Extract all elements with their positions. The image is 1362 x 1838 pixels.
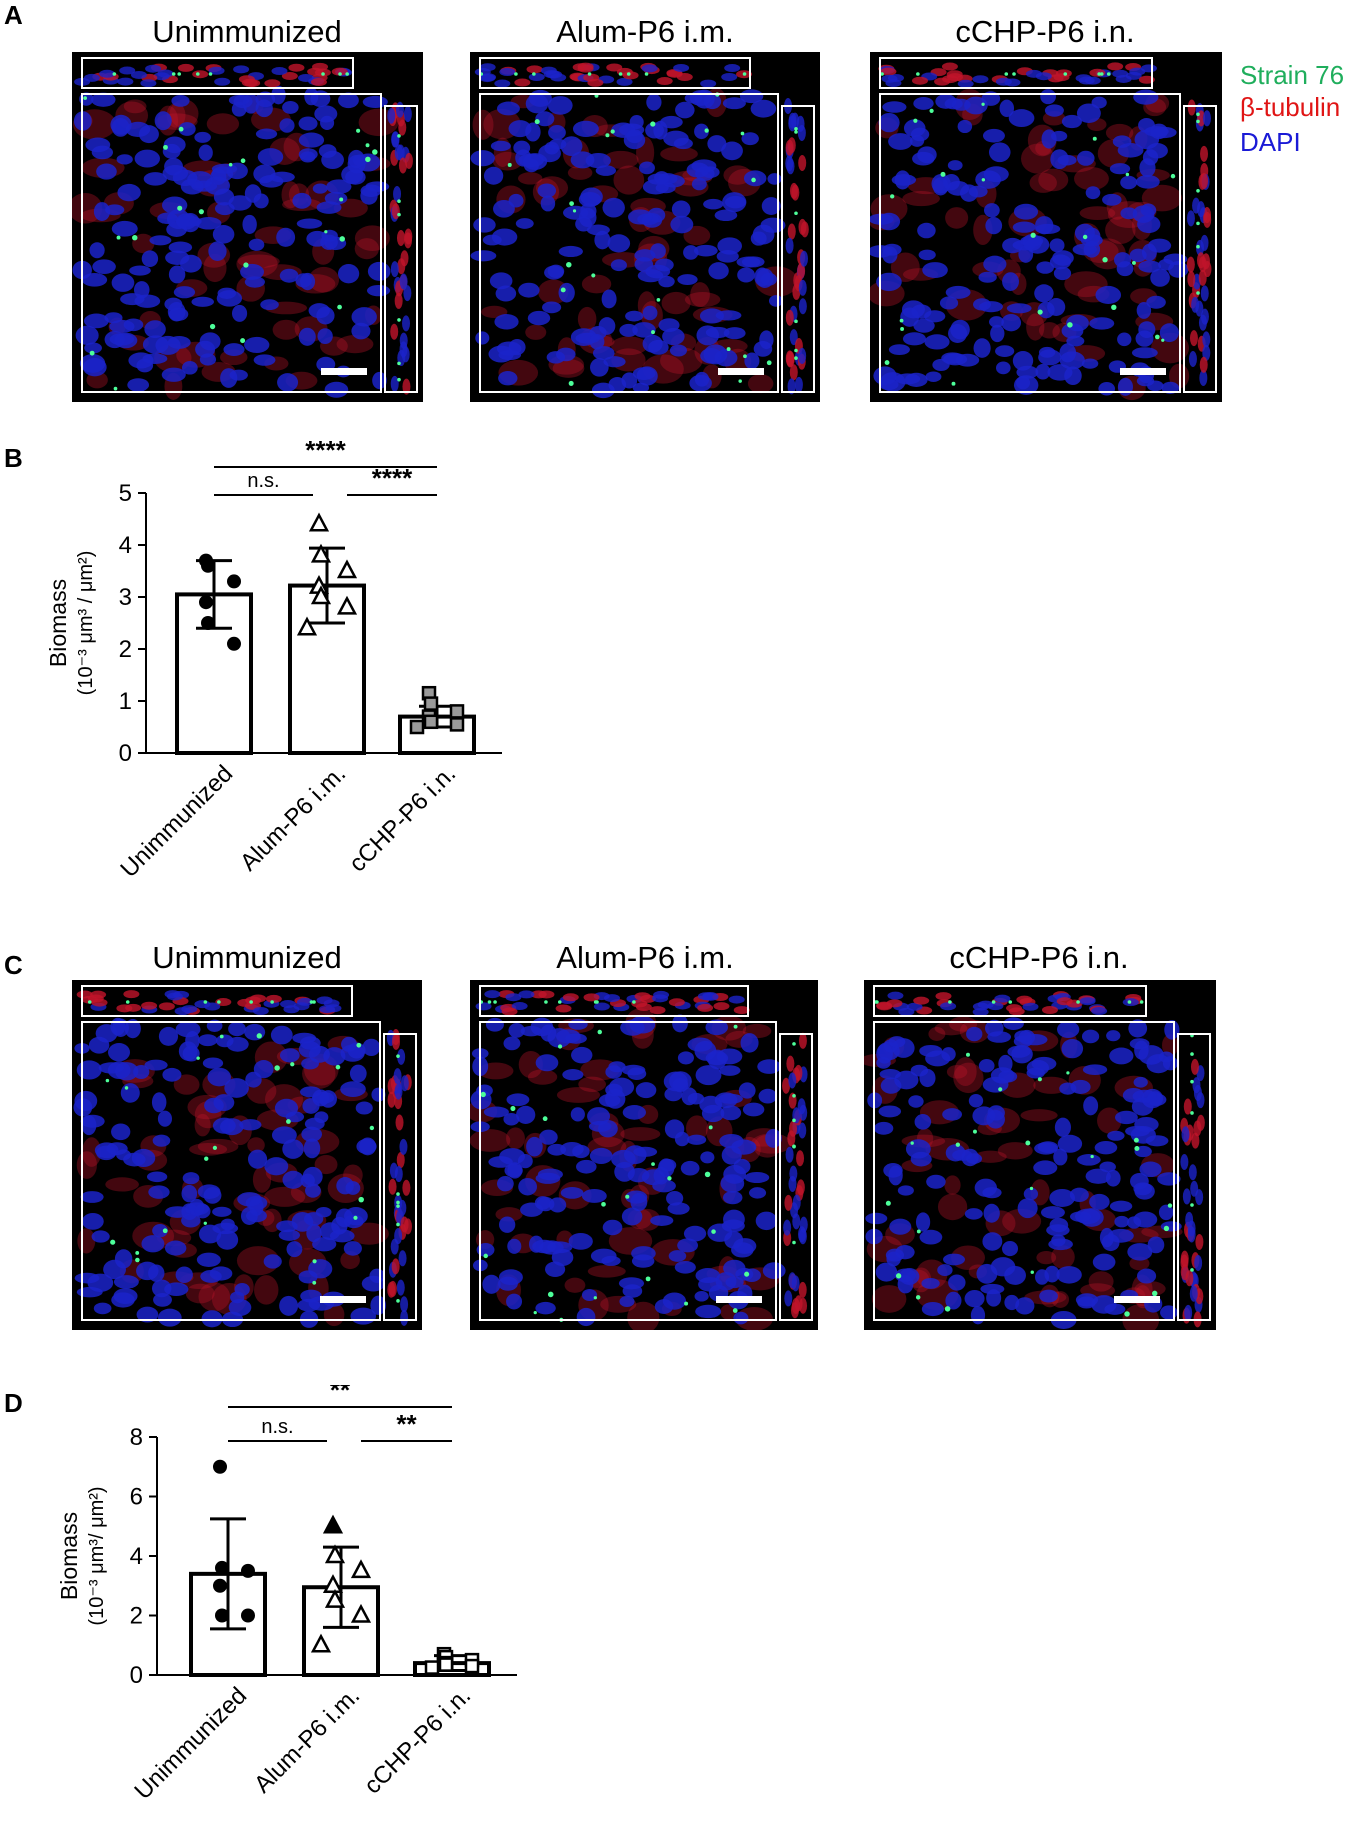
data-point	[438, 1657, 454, 1672]
image-title-unimmunized-c: Unimmunized	[152, 940, 342, 975]
data-point	[324, 1544, 346, 1564]
image-title-cchp-c: cCHP-P6 i.n.	[949, 940, 1129, 975]
data-point	[213, 1578, 227, 1593]
micrograph-alum-c	[470, 980, 818, 1330]
panel-letter-b: B	[4, 443, 23, 473]
data-point	[324, 1588, 346, 1608]
panel-letter-c: C	[4, 950, 23, 980]
bar-chart-d: 0 2 4 6 8 Biomass (10⁻³ μm³/ μm²) UnimmunizedAl…	[56, 1385, 517, 1805]
micrograph-cchp-c	[864, 980, 1216, 1330]
data-point	[336, 559, 358, 579]
y-tick-label: 1	[119, 688, 132, 715]
data-point	[310, 1633, 332, 1653]
legend-beta-tubulin: β-tubulin	[1240, 92, 1341, 122]
data-point	[201, 558, 215, 573]
data-point	[336, 595, 358, 615]
data-point	[449, 704, 465, 719]
significance-label: **	[330, 1385, 351, 1405]
micrograph-alum-a	[470, 52, 820, 402]
data-point	[227, 574, 241, 589]
y-tick-label: 0	[130, 1662, 143, 1689]
data-point	[199, 595, 213, 610]
data-point	[241, 1608, 255, 1623]
category-label: cCHP-P6 i.n.	[344, 760, 461, 877]
data-point	[423, 696, 439, 711]
significance-label: ****	[372, 463, 413, 493]
y-tick-label: 3	[119, 584, 132, 611]
y-axis-label-units: (10⁻³ μm³ / μm²)	[75, 551, 97, 696]
y-tick-label: 2	[130, 1603, 143, 1630]
y-tick-label: 2	[119, 636, 132, 663]
data-point	[322, 1514, 344, 1534]
significance-label: ****	[305, 435, 346, 465]
y-tick-label: 5	[119, 480, 132, 507]
y-axis-label: Biomass	[45, 579, 71, 667]
significance-label: **	[396, 1409, 417, 1439]
data-point	[227, 636, 241, 651]
data-point	[322, 1574, 344, 1593]
image-title-alum-c: Alum-P6 i.m.	[556, 940, 734, 975]
bar-chart-b: 0 1 2 3 4 5 Biomass (10⁻³ μm³ / μm²) Unimmunized…	[45, 435, 502, 883]
y-tick-label: 4	[119, 532, 132, 559]
y-tick-label: 8	[130, 1424, 143, 1451]
category-label: Unimmunized	[129, 1682, 252, 1805]
y-axis-label-units: (10⁻³ μm³/ μm²)	[86, 1486, 108, 1625]
data-point	[201, 616, 215, 630]
data-point	[409, 719, 425, 735]
data-point	[310, 585, 332, 605]
data-point	[241, 1563, 255, 1578]
data-point	[449, 717, 465, 732]
category-label: Unimmunized	[115, 760, 238, 883]
significance-label: n.s.	[261, 1416, 293, 1438]
y-tick-label: 6	[130, 1484, 143, 1511]
data-point	[350, 1603, 372, 1623]
category-label: Alum-P6 i.m.	[249, 1682, 365, 1798]
y-tick-label: 0	[119, 740, 132, 767]
data-point	[423, 714, 439, 730]
data-point	[350, 1559, 372, 1579]
image-title-cchp-a: cCHP-P6 i.n.	[955, 14, 1135, 49]
data-point	[464, 1658, 480, 1674]
y-tick-label: 4	[130, 1543, 143, 1570]
panel-letter-d: D	[4, 1388, 23, 1418]
category-label: cCHP-P6 i.n.	[359, 1682, 476, 1799]
image-title-unimmunized-a: Unimmunized	[152, 14, 342, 49]
micrograph-cchp-a	[870, 52, 1222, 402]
micrograph-unimmunized-a	[72, 52, 423, 402]
data-point	[424, 1660, 440, 1675]
panel-letter-a: A	[4, 0, 23, 30]
data-point	[215, 1560, 229, 1575]
micrograph-unimmunized-c	[72, 980, 422, 1330]
data-point	[213, 1459, 227, 1474]
image-title-alum-a: Alum-P6 i.m.	[556, 14, 734, 49]
data-point	[308, 512, 330, 532]
legend-dapi: DAPI	[1240, 127, 1301, 157]
data-point	[310, 543, 332, 563]
significance-label: n.s.	[247, 470, 279, 492]
data-point	[296, 616, 318, 636]
y-axis-label: Biomass	[56, 1512, 82, 1600]
category-label: Alum-P6 i.m.	[235, 760, 351, 876]
data-point	[215, 1608, 229, 1623]
legend-strain76: Strain 76	[1240, 60, 1345, 90]
